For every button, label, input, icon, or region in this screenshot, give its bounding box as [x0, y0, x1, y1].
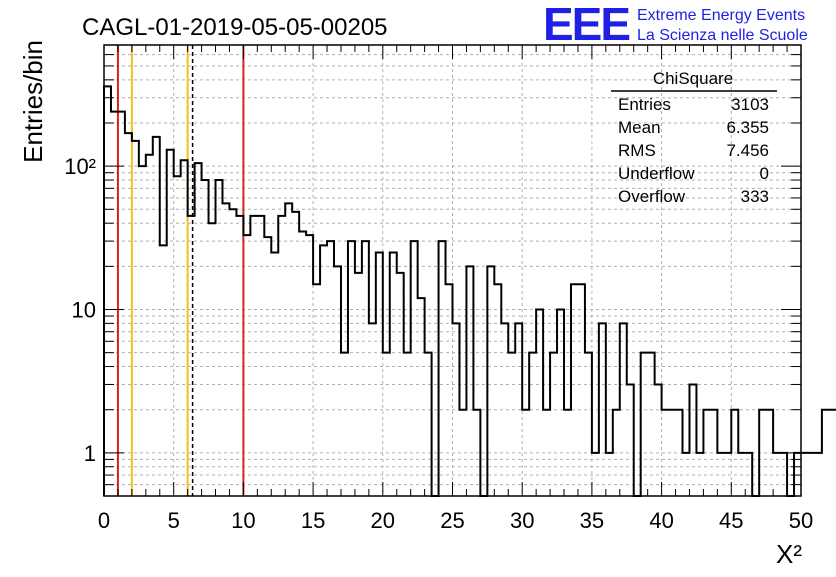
x-tick-label: 45: [719, 508, 743, 533]
x-tick-label: 50: [789, 508, 813, 533]
y-axis-label: Entries/bin: [18, 40, 48, 163]
x-tick-label: 35: [580, 508, 604, 533]
chart-title: CAGL-01-2019-05-05-00205: [82, 14, 388, 41]
x-tick-label: 0: [98, 508, 110, 533]
stats-box-title: ChiSquare: [653, 69, 733, 88]
stats-row-value: 6.355: [726, 118, 769, 137]
x-tick-label: 25: [440, 508, 464, 533]
x-tick-label: 20: [371, 508, 395, 533]
stats-row-label: Entries: [618, 95, 671, 114]
stats-row-value: 0: [760, 164, 769, 183]
y-tick-label: 10²: [64, 154, 96, 179]
eee-logo-line2: La Scienza nelle Scuole: [637, 27, 808, 44]
x-tick-label: 10: [231, 508, 255, 533]
x-tick-label: 30: [510, 508, 534, 533]
stats-row-value: 333: [741, 187, 769, 206]
stats-row-label: Overflow: [618, 187, 686, 206]
stats-row-value: 7.456: [726, 141, 769, 160]
y-tick-label: 10: [72, 297, 96, 322]
stats-row-value: 3103: [731, 95, 769, 114]
x-tick-label: 15: [301, 508, 325, 533]
eee-logo-line1: Extreme Energy Events: [637, 7, 805, 24]
x-tick-label: 5: [168, 508, 180, 533]
y-tick-label: 1: [84, 441, 96, 466]
x-axis-label: X²: [776, 539, 802, 569]
eee-logo-mark: EEE: [543, 0, 629, 50]
stats-row-label: Underflow: [618, 164, 695, 183]
stats-row-label: Mean: [618, 118, 661, 137]
x-tick-label: 40: [649, 508, 673, 533]
stats-row-label: RMS: [618, 141, 656, 160]
